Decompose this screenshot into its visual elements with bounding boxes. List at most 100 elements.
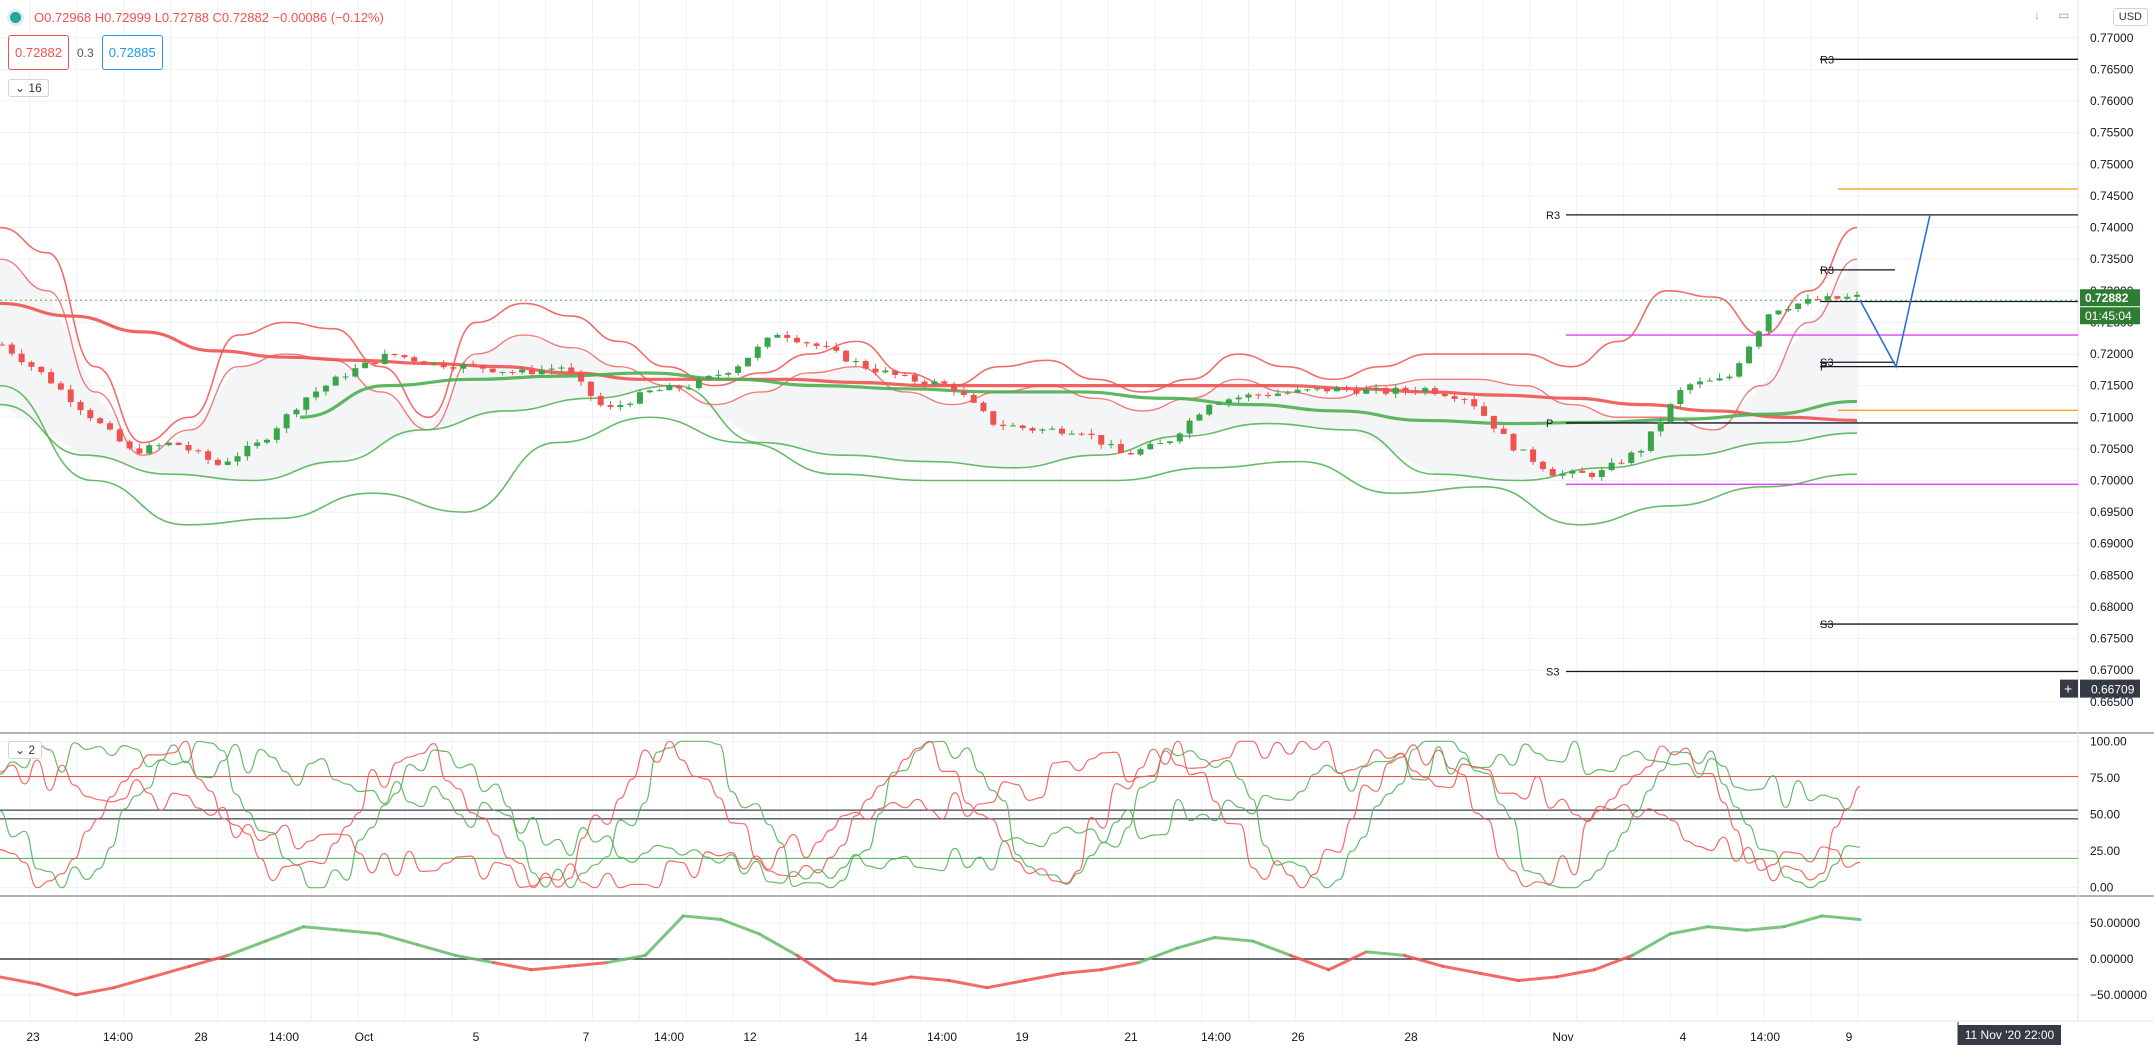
osc-segment	[1744, 925, 1786, 932]
lower-band-inner	[0, 384, 1858, 482]
candle-body	[440, 362, 447, 368]
osc-segment	[757, 932, 799, 957]
candle-body	[519, 369, 526, 373]
plus-icon	[2060, 679, 2078, 698]
candle-body	[195, 450, 202, 452]
currency-button[interactable]: USD	[2112, 8, 2148, 26]
candle-body	[470, 363, 477, 365]
osc-segment	[1706, 925, 1748, 932]
candle-body	[735, 366, 742, 373]
candle-body	[97, 418, 104, 424]
osc-segment	[985, 979, 1027, 990]
candle-body	[901, 374, 908, 376]
candle-body	[607, 405, 614, 408]
candle-body	[1392, 387, 1399, 394]
candle-body	[1039, 429, 1046, 431]
sell-button[interactable]: 0.72882	[8, 35, 69, 70]
time-tick-label: 14:00	[927, 1030, 957, 1044]
pivot-label: P	[1820, 362, 1827, 374]
osc-segment	[947, 979, 989, 990]
candle-body	[293, 409, 300, 415]
osc-segment	[795, 953, 837, 983]
time-tick-label: Oct	[355, 1030, 374, 1044]
candle-body	[1520, 449, 1527, 451]
candle-body	[803, 342, 810, 344]
candle-body	[57, 383, 64, 390]
candle-body	[1373, 387, 1380, 390]
osc-segment	[719, 918, 761, 936]
candle-body	[794, 337, 800, 343]
crosshair-date-label: 11 Nov '20 22:00	[1958, 1025, 2061, 1045]
candle-body	[852, 361, 859, 363]
candle-body	[931, 381, 938, 385]
buy-button[interactable]: 0.72885	[101, 35, 163, 70]
osc-segment	[150, 964, 192, 979]
candle-body	[116, 429, 123, 442]
candle-body	[833, 346, 840, 351]
osc-segment	[1365, 950, 1406, 957]
osc-segment	[1137, 946, 1179, 965]
candlestick-series	[0, 291, 1860, 481]
upper-band-outer	[0, 226, 1858, 444]
indicators-toggle[interactable]: ⌄ 16	[8, 79, 49, 97]
osc-segment	[1820, 914, 1862, 922]
candle-body	[774, 334, 781, 338]
candle-body	[1068, 433, 1075, 435]
osc-segment	[1251, 939, 1293, 957]
candle-body	[352, 368, 359, 377]
time-tick-label: 14:00	[654, 1030, 684, 1044]
time-tick-label: 19	[1015, 1030, 1029, 1044]
candle-body	[28, 362, 35, 367]
candle-body	[1559, 473, 1566, 476]
candle-body	[1225, 399, 1232, 404]
candle-body	[1441, 393, 1448, 397]
candle-body	[18, 353, 25, 363]
candle-body	[578, 373, 585, 382]
candle-body	[1284, 392, 1291, 394]
candle-body	[430, 362, 437, 365]
last-price-badge	[2080, 289, 2140, 307]
candle-body	[1834, 296, 1841, 299]
price-tick-label: 0.76000	[2090, 94, 2134, 108]
time-tick-label: 21	[1124, 1030, 1138, 1044]
osc-tick-label: 50.00000	[2090, 916, 2140, 930]
crosshair-price-badge	[2080, 679, 2140, 698]
candle-body	[1333, 387, 1340, 392]
time-tick-label: 28	[1404, 1030, 1418, 1044]
candle-body	[843, 350, 850, 362]
price-tick-label: 0.70500	[2090, 442, 2134, 456]
candle-body	[1196, 414, 1203, 421]
time-tick-label: 28	[194, 1030, 208, 1044]
candle-body	[0, 344, 5, 346]
candle-body	[558, 367, 565, 369]
candle-body	[1696, 381, 1703, 385]
candle-body	[725, 372, 732, 375]
candle-body	[283, 414, 290, 429]
candle-body	[1324, 388, 1330, 392]
candle-body	[264, 439, 270, 443]
candle-body	[126, 441, 133, 449]
pane2-indicators-toggle[interactable]: ⌄ 2	[8, 741, 43, 759]
osc-segment	[1327, 950, 1369, 972]
candle-body	[1059, 428, 1065, 434]
candle-body	[1088, 433, 1095, 436]
candle-body	[1108, 444, 1115, 446]
candle-body	[1824, 296, 1831, 300]
osc-segment	[1592, 953, 1634, 972]
arrow-down-icon[interactable]: ↓	[2034, 8, 2040, 22]
osc-segment	[567, 961, 609, 968]
candle-body	[1314, 388, 1321, 390]
last-price-label: 0.72882	[2085, 291, 2129, 305]
candle-body	[627, 403, 634, 406]
candle-body	[921, 381, 928, 385]
osc-segment	[1630, 932, 1672, 957]
candle-body	[1736, 363, 1743, 377]
price-tick-label: 0.67000	[2090, 663, 2134, 677]
chevron-down-icon: ⌄	[15, 743, 26, 757]
maximize-icon[interactable]: ▭	[2058, 8, 2070, 22]
candle-body	[1117, 444, 1124, 454]
candle-body	[1628, 452, 1635, 463]
candle-body	[1343, 387, 1350, 390]
